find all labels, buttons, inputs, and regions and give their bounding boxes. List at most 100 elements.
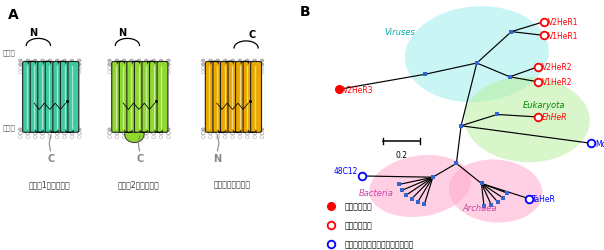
Text: Archaea: Archaea [463,203,497,212]
Circle shape [245,136,249,139]
Circle shape [152,71,155,74]
Circle shape [40,136,44,139]
Circle shape [63,60,66,63]
Circle shape [26,132,30,135]
Circle shape [124,127,144,143]
Circle shape [70,132,74,135]
Circle shape [144,132,148,135]
Circle shape [115,136,119,139]
FancyBboxPatch shape [60,62,71,133]
Circle shape [56,64,59,67]
Circle shape [40,68,44,70]
Circle shape [63,136,66,139]
Circle shape [260,64,264,67]
Circle shape [77,136,81,139]
Circle shape [77,71,81,74]
Circle shape [40,132,44,135]
Text: McHeR: McHeR [595,139,604,148]
Circle shape [19,64,22,67]
Circle shape [108,136,111,139]
Circle shape [144,68,148,70]
Circle shape [252,132,257,135]
Circle shape [223,136,227,139]
Circle shape [123,136,126,139]
Circle shape [123,128,126,132]
Circle shape [152,136,155,139]
Circle shape [167,71,170,74]
Text: EhHeR: EhHeR [542,113,567,122]
Circle shape [159,132,163,135]
Circle shape [48,128,52,132]
Circle shape [144,71,148,74]
Text: Bacteria: Bacteria [359,188,394,197]
Text: 0.2: 0.2 [396,150,408,159]
Circle shape [56,71,59,74]
Circle shape [123,71,126,74]
Circle shape [223,132,227,135]
Circle shape [238,132,242,135]
Circle shape [167,128,170,132]
FancyBboxPatch shape [30,62,41,133]
Circle shape [144,64,148,67]
Circle shape [33,68,37,70]
Circle shape [167,136,170,139]
Circle shape [108,132,111,135]
Circle shape [201,128,205,132]
Circle shape [208,71,213,74]
Circle shape [130,68,133,70]
Circle shape [260,71,264,74]
Circle shape [130,60,133,63]
Circle shape [19,128,22,132]
Circle shape [260,132,264,135]
Circle shape [245,132,249,135]
Circle shape [159,64,163,67]
Circle shape [201,64,205,67]
Circle shape [130,64,133,67]
Circle shape [231,132,234,135]
Circle shape [216,68,220,70]
Circle shape [26,68,30,70]
FancyBboxPatch shape [236,62,246,133]
Circle shape [208,136,213,139]
Circle shape [159,132,163,135]
FancyBboxPatch shape [135,62,146,133]
Circle shape [56,128,59,132]
FancyBboxPatch shape [53,62,64,133]
Circle shape [115,132,119,135]
Circle shape [56,68,59,70]
Circle shape [167,60,170,63]
Circle shape [77,64,81,67]
FancyBboxPatch shape [150,62,161,133]
Circle shape [223,71,227,74]
Text: Eukaryota: Eukaryota [522,100,565,110]
Circle shape [77,128,81,132]
Circle shape [26,128,30,132]
Circle shape [159,68,163,70]
FancyBboxPatch shape [157,62,168,133]
Circle shape [108,128,111,132]
Circle shape [152,128,155,132]
Text: Viruses: Viruses [384,28,415,37]
Circle shape [33,128,37,132]
Circle shape [115,64,119,67]
Circle shape [216,64,220,67]
Circle shape [260,60,264,63]
Circle shape [231,132,234,135]
Circle shape [108,60,111,63]
Circle shape [152,60,155,63]
Circle shape [159,71,163,74]
Circle shape [56,132,59,135]
Circle shape [201,60,205,63]
Circle shape [108,68,111,70]
Circle shape [144,128,148,132]
Text: V2HeR3: V2HeR3 [343,86,374,94]
Circle shape [40,71,44,74]
Ellipse shape [405,7,548,103]
Circle shape [40,64,44,67]
Circle shape [19,60,22,63]
Circle shape [123,64,126,67]
Circle shape [167,132,170,135]
Circle shape [56,132,59,135]
FancyBboxPatch shape [112,62,123,133]
Circle shape [33,60,37,63]
